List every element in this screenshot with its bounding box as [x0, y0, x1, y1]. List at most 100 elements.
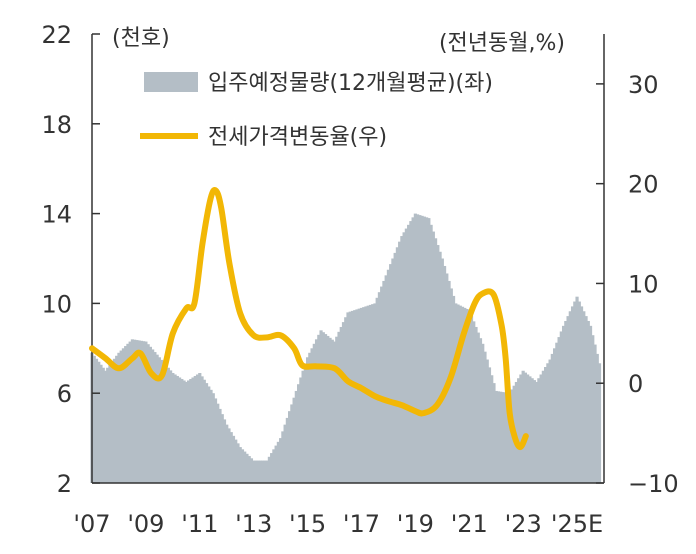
- bar: [225, 424, 229, 483]
- bar: [236, 443, 240, 483]
- bar: [391, 258, 395, 483]
- bar: [362, 307, 366, 483]
- line-series: [89, 187, 529, 451]
- bar: [263, 460, 267, 483]
- bar: [204, 383, 209, 483]
- bar: [393, 252, 397, 483]
- bar: [555, 342, 559, 483]
- x-tick-label: '17: [343, 510, 380, 538]
- bar: [229, 432, 233, 483]
- bar: [456, 304, 460, 483]
- x-tick-label: '09: [127, 510, 164, 538]
- bar: [505, 392, 510, 483]
- x-tick-label: '13: [235, 510, 272, 538]
- bar: [207, 386, 211, 483]
- bar: [407, 224, 411, 483]
- bar: [139, 340, 143, 483]
- bar: [101, 367, 105, 483]
- bar: [442, 265, 447, 483]
- bar: [308, 352, 312, 483]
- bar: [344, 317, 348, 483]
- bar: [465, 309, 469, 483]
- bar: [485, 359, 489, 483]
- bar: [487, 367, 492, 483]
- bar: [166, 367, 170, 483]
- bar: [573, 301, 577, 483]
- bar: [270, 453, 274, 483]
- bar: [436, 245, 440, 483]
- bar: [579, 306, 584, 483]
- bar: [346, 312, 350, 483]
- bar: [438, 251, 442, 483]
- bar: [564, 320, 568, 483]
- x-tick-label: '07: [73, 510, 110, 538]
- bar: [94, 358, 99, 483]
- bar: [164, 365, 168, 483]
- bar: [577, 301, 581, 483]
- bar: [175, 375, 179, 483]
- bar: [416, 214, 420, 483]
- left-tick-label: 10: [41, 290, 72, 318]
- bar: [310, 348, 314, 483]
- right-tick-label: 20: [628, 171, 659, 199]
- bar: [519, 374, 523, 483]
- legend-swatch-bars: [144, 72, 198, 92]
- bar: [595, 353, 599, 483]
- bar: [570, 306, 575, 483]
- bar: [544, 367, 548, 483]
- bar: [539, 374, 543, 483]
- bar: [171, 372, 175, 483]
- bar-series: [90, 213, 602, 483]
- bar: [353, 310, 357, 483]
- bar: [469, 315, 474, 483]
- bar: [429, 224, 433, 483]
- bar: [294, 390, 298, 483]
- bar: [155, 354, 159, 483]
- bar: [303, 364, 307, 483]
- bar: [402, 232, 406, 483]
- bar: [169, 370, 173, 483]
- bar: [517, 378, 521, 483]
- right-axis-unit: (전년동월,%): [439, 31, 565, 56]
- bar: [245, 453, 249, 483]
- bar: [288, 411, 292, 483]
- x-tick-label: '19: [397, 510, 434, 538]
- bar: [157, 357, 161, 483]
- bar: [508, 393, 512, 483]
- bar: [297, 384, 301, 483]
- bar: [384, 275, 388, 483]
- bar: [314, 339, 319, 483]
- bar: [449, 288, 453, 483]
- bar: [97, 361, 101, 483]
- right-tick-label: −10: [628, 470, 679, 498]
- bar: [177, 377, 182, 483]
- x-tick-label: '23: [505, 510, 542, 538]
- bar: [238, 447, 242, 483]
- x-tick-label: '21: [451, 510, 488, 538]
- bar: [503, 392, 507, 483]
- bar: [272, 449, 276, 483]
- bar: [261, 460, 265, 483]
- bar: [413, 213, 417, 483]
- bar: [335, 336, 339, 483]
- bar: [341, 322, 346, 483]
- bar: [279, 438, 283, 483]
- bar: [162, 362, 166, 483]
- bar: [231, 435, 236, 483]
- bar: [530, 378, 534, 483]
- legend-label-line: 전세가격변동율(우): [208, 125, 387, 150]
- bar: [112, 358, 117, 483]
- bar: [227, 428, 231, 483]
- bar: [382, 280, 386, 483]
- bar: [499, 391, 503, 483]
- bar: [483, 351, 487, 483]
- bar: [561, 325, 566, 483]
- bar: [395, 247, 399, 483]
- legend-label-bars: 입주예정물량(12개월평균)(좌): [208, 71, 493, 96]
- bar: [160, 359, 164, 483]
- right-tick-label: 30: [628, 71, 659, 99]
- bar: [115, 355, 119, 483]
- bar: [386, 269, 391, 483]
- bar: [103, 370, 108, 483]
